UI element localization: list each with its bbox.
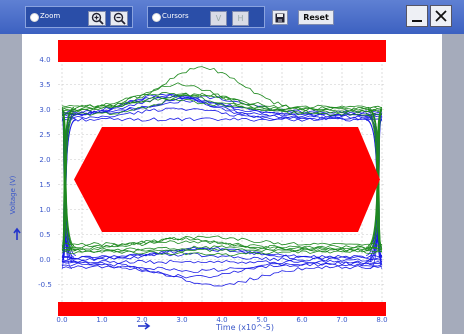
y-tick-label: 3.5 xyxy=(39,81,50,89)
top-mask-band xyxy=(58,40,386,62)
x-tick-label: 7.0 xyxy=(336,316,347,324)
zoom-label: Zoom xyxy=(40,12,61,20)
cursors-label: Cursors xyxy=(162,12,189,20)
trace-falling-edge xyxy=(61,109,73,249)
save-button[interactable] xyxy=(272,10,288,25)
x-tick-labels: 0.0 1.0 2.0 3.0 4.0 5.0 6.0 7.0 8.0 xyxy=(56,316,387,324)
y-tick-label: 4.0 xyxy=(39,56,50,64)
trace-low xyxy=(61,240,383,249)
y-tick-label: 1.0 xyxy=(39,206,50,214)
v-cursor-button[interactable]: V xyxy=(210,11,227,26)
minimize-button[interactable] xyxy=(406,5,428,27)
trace-high xyxy=(61,92,383,111)
trace-low xyxy=(62,247,383,260)
y-tick-label: 3.0 xyxy=(39,106,50,114)
zoom-in-button[interactable] xyxy=(88,11,106,26)
y-axis-arrow-icon xyxy=(13,227,21,240)
x-tick-label: 4.0 xyxy=(216,316,227,324)
mask-regions xyxy=(58,40,386,316)
trace-high xyxy=(61,107,383,121)
y-tick-label: -0.5 xyxy=(38,281,52,289)
trace-low xyxy=(61,261,383,273)
trace-high xyxy=(61,97,383,112)
reset-button[interactable]: Reset xyxy=(298,10,334,25)
trace-low xyxy=(61,249,383,257)
trace-low xyxy=(61,248,383,253)
bottom-mask-band xyxy=(58,302,386,316)
zoom-out-button[interactable] xyxy=(110,11,128,26)
cursors-radio[interactable] xyxy=(152,13,161,22)
minimize-icon xyxy=(412,20,422,22)
trace-low xyxy=(61,259,383,265)
trace-high xyxy=(61,95,383,114)
h-cursor-button[interactable]: H xyxy=(232,11,249,26)
close-button[interactable] xyxy=(430,5,452,27)
y-tick-label: 2.0 xyxy=(39,156,50,164)
x-tick-label: 8.0 xyxy=(376,316,387,324)
x-tick-label: 0.0 xyxy=(56,316,67,324)
x-axis-label: Time (x10^-5) xyxy=(215,323,274,332)
toolbar: Zoom Cursors V H Reset xyxy=(0,0,464,34)
y-tick-label: 0.5 xyxy=(39,231,50,239)
y-tick-label: 2.5 xyxy=(39,131,50,139)
trace-low xyxy=(61,237,383,251)
trace-high xyxy=(61,92,383,109)
trace-high xyxy=(61,92,382,117)
y-tick-label: 1.5 xyxy=(39,181,50,189)
trace-low xyxy=(61,235,383,247)
y-tick-labels: 4.0 3.5 3.0 2.5 2.0 1.5 1.0 0.5 0.0 -0.5 xyxy=(38,56,52,289)
x-axis-arrow-icon xyxy=(138,322,151,330)
close-icon xyxy=(435,10,447,22)
zoom-out-icon xyxy=(113,12,126,25)
x-tick-label: 2.0 xyxy=(136,316,147,324)
y-tick-label: 0.0 xyxy=(39,256,50,264)
zoom-radio[interactable] xyxy=(30,13,39,22)
y-axis-label: Voltage (V) xyxy=(9,175,17,214)
trace-falling-edge xyxy=(61,113,77,252)
x-tick-label: 5.0 xyxy=(256,316,267,324)
trace-low xyxy=(61,265,383,287)
zoom-in-icon xyxy=(91,12,104,25)
save-icon xyxy=(275,13,285,22)
x-tick-label: 1.0 xyxy=(96,316,107,324)
zoom-group: Zoom xyxy=(25,6,133,28)
x-tick-label: 6.0 xyxy=(296,316,307,324)
center-mask-hexagon xyxy=(74,127,380,232)
cursors-group: Cursors V H xyxy=(147,6,265,28)
x-tick-label: 3.0 xyxy=(176,316,187,324)
